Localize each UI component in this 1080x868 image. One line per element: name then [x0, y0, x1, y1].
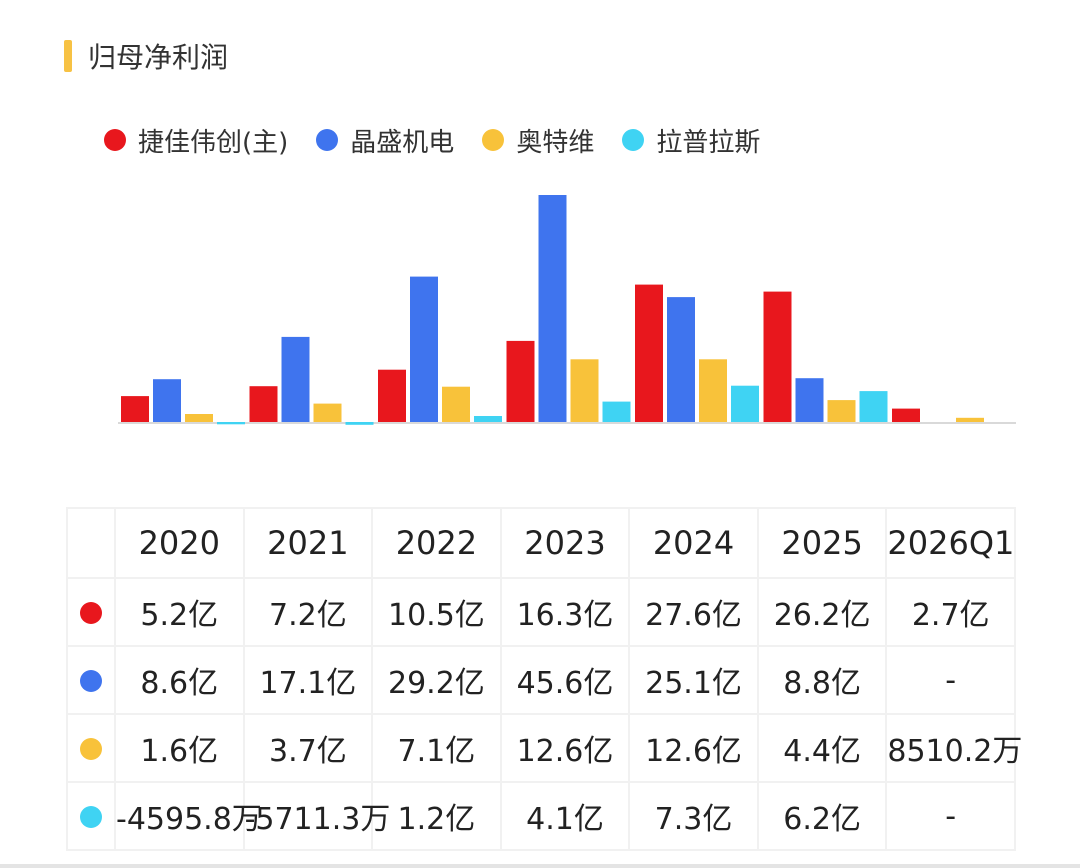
data-table-wrap: 2020 2021 2022 2023 2024 2025 2026Q1 5.2… — [66, 507, 1022, 851]
bar-2022-series-3[interactable] — [442, 386, 470, 422]
table-cell: 45.6亿 — [499, 645, 631, 715]
bar-2021-series-4[interactable] — [345, 422, 374, 425]
bar-2020-series-1[interactable] — [121, 396, 149, 422]
title-accent-bar — [64, 40, 72, 72]
data-table: 2020 2021 2022 2023 2024 2025 2026Q1 5.2… — [66, 507, 1022, 851]
bar-2020-series-2[interactable] — [153, 379, 181, 422]
table-row: 1.6亿 3.7亿 7.1亿 12.6亿 12.6亿 4.4亿 8510.2万 — [66, 713, 1022, 783]
table-row: -4595.8万 -5711.3万 1.2亿 4.1亿 7.3亿 6.2亿 - — [66, 781, 1016, 851]
table-cell: 8.8亿 — [756, 645, 888, 715]
chart-title: 归母净利润 — [88, 41, 229, 74]
bar-2021-series-1[interactable] — [249, 386, 278, 422]
table-header-cell: 2026Q1 — [885, 507, 1016, 579]
legend-item[interactable]: 晶盛机电 — [316, 122, 454, 159]
table-header-cell: 2024 — [628, 507, 759, 579]
legend-item[interactable]: 拉普拉斯 — [622, 122, 760, 159]
table-cell: -5711.3万 — [242, 781, 390, 851]
bar-2020-series-3[interactable] — [185, 414, 213, 422]
chart-title-bar: 归母净利润 — [64, 38, 228, 74]
legend-label: 奥特维 — [516, 127, 595, 158]
table-cell: 8.6亿 — [114, 645, 245, 715]
bar-2024-series-3[interactable] — [699, 359, 727, 422]
bar-2021-series-2[interactable] — [281, 336, 310, 422]
bar-2025-series-1[interactable] — [763, 291, 792, 422]
bar-2021-series-3[interactable] — [313, 403, 342, 422]
legend-item[interactable]: 奥特维 — [482, 122, 594, 159]
bar-2026Q1-series-1[interactable] — [892, 408, 920, 422]
bar-2023-series-4[interactable] — [602, 401, 631, 422]
table-cell: 7.2亿 — [242, 577, 374, 647]
bar-2025-series-2[interactable] — [795, 378, 824, 422]
table-cell: 1.2亿 — [371, 781, 502, 851]
table-corner-cell — [66, 507, 116, 579]
bar-chart — [118, 195, 1016, 425]
row-series-marker — [66, 577, 116, 647]
table-cell: 3.7亿 — [242, 713, 374, 783]
legend-label: 拉普拉斯 — [656, 127, 761, 158]
series-dot — [80, 806, 102, 828]
table-cell: 7.3亿 — [628, 781, 759, 851]
series-dot — [80, 670, 102, 692]
legend-label: 捷佳伟创(主) — [138, 127, 289, 158]
table-row: 8.6亿 17.1亿 29.2亿 45.6亿 25.1亿 8.8亿 - — [66, 645, 1016, 715]
bottom-divider — [0, 864, 1080, 868]
table-cell: 12.6亿 — [628, 713, 759, 783]
chart-legend: 捷佳伟创(主) 晶盛机电 奥特维 拉普拉斯 — [104, 120, 788, 160]
legend-item[interactable]: 捷佳伟创(主) — [104, 122, 288, 159]
table-header-row: 2020 2021 2022 2023 2024 2025 2026Q1 — [66, 507, 1016, 579]
legend-dot — [104, 129, 126, 151]
series-dot — [80, 738, 102, 760]
table-cell: 4.4亿 — [756, 713, 888, 783]
table-cell: -4595.8万 — [114, 781, 262, 851]
bar-2026Q1-series-3[interactable] — [956, 417, 984, 422]
bar-2020-series-4[interactable] — [217, 422, 245, 425]
bar-2023-series-1[interactable] — [506, 340, 535, 422]
table-header-cell: 2020 — [114, 507, 245, 579]
bar-2023-series-3[interactable] — [570, 359, 599, 422]
series-dot — [80, 602, 102, 624]
table-header-cell: 2022 — [371, 507, 502, 579]
table-cell: 16.3亿 — [499, 577, 631, 647]
row-series-marker — [66, 645, 116, 715]
table-cell: 6.2亿 — [756, 781, 888, 851]
row-series-marker — [66, 781, 116, 851]
table-cell: 26.2亿 — [756, 577, 888, 647]
table-cell: 4.1亿 — [499, 781, 631, 851]
row-series-marker — [66, 713, 116, 783]
bar-2022-series-4[interactable] — [474, 416, 502, 422]
legend-label: 晶盛机电 — [350, 127, 455, 158]
bar-2025-series-4[interactable] — [859, 391, 888, 422]
table-row: 5.2亿 7.2亿 10.5亿 16.3亿 27.6亿 26.2亿 2.7亿 — [66, 577, 1016, 647]
legend-dot — [482, 129, 505, 151]
table-cell: 5.2亿 — [114, 577, 245, 647]
bar-2022-series-2[interactable] — [410, 276, 438, 422]
table-cell: 27.6亿 — [628, 577, 759, 647]
bar-2022-series-1[interactable] — [378, 369, 406, 422]
table-cell: 7.1亿 — [371, 713, 502, 783]
table-cell: 10.5亿 — [371, 577, 502, 647]
bar-2023-series-2[interactable] — [538, 195, 567, 422]
bar-2025-series-3[interactable] — [827, 400, 856, 422]
table-cell: 1.6亿 — [114, 713, 245, 783]
legend-dot — [622, 129, 645, 151]
table-cell: 29.2亿 — [371, 645, 502, 715]
table-cell: - — [885, 781, 1016, 851]
legend-dot — [316, 129, 339, 151]
table-header-cell: 2025 — [756, 507, 888, 579]
table-cell: 2.7亿 — [885, 577, 1016, 647]
table-cell: 12.6亿 — [499, 713, 631, 783]
bar-2024-series-4[interactable] — [731, 385, 759, 422]
table-header-cell: 2023 — [499, 507, 631, 579]
table-cell: - — [885, 645, 1016, 715]
bar-2024-series-1[interactable] — [635, 284, 663, 422]
table-cell: 17.1亿 — [242, 645, 374, 715]
bar-2024-series-2[interactable] — [667, 297, 695, 422]
table-header-cell: 2021 — [242, 507, 374, 579]
table-cell: 25.1亿 — [628, 645, 759, 715]
table-cell: 8510.2万 — [885, 713, 1022, 783]
